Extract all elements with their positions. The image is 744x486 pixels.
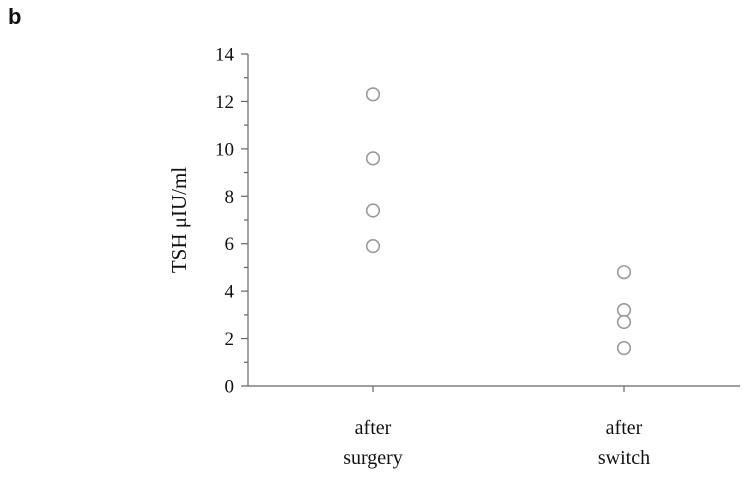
x-category-label: surgery (343, 447, 403, 469)
y-tick-label: 12 (215, 92, 234, 113)
data-points (365, 87, 632, 356)
y-axis-ticks: 0 2 4 6 8 10 12 14 (215, 45, 248, 398)
data-point (616, 265, 632, 280)
data-point (365, 203, 381, 218)
y-tick-label: 4 (225, 282, 235, 303)
x-category-label: after (355, 417, 392, 439)
y-tick-label: 14 (215, 45, 235, 66)
data-point (365, 87, 381, 102)
y-tick-label: 0 (225, 377, 235, 398)
data-point (365, 238, 381, 254)
y-axis-title: TSH μIU/ml (167, 167, 191, 274)
panel-label: b (8, 4, 22, 29)
y-tick-label: 6 (225, 234, 235, 255)
x-category-label: after (606, 417, 643, 439)
data-point (365, 151, 381, 166)
data-point (616, 314, 632, 330)
data-point (616, 303, 632, 318)
y-tick-label: 8 (225, 187, 235, 208)
data-point (616, 340, 632, 356)
x-axis-categories: after surgery after switch (343, 386, 650, 469)
y-tick-label: 2 (225, 329, 235, 350)
x-category-label: switch (598, 447, 650, 469)
y-tick-label: 10 (215, 139, 234, 160)
axes (247, 54, 740, 387)
